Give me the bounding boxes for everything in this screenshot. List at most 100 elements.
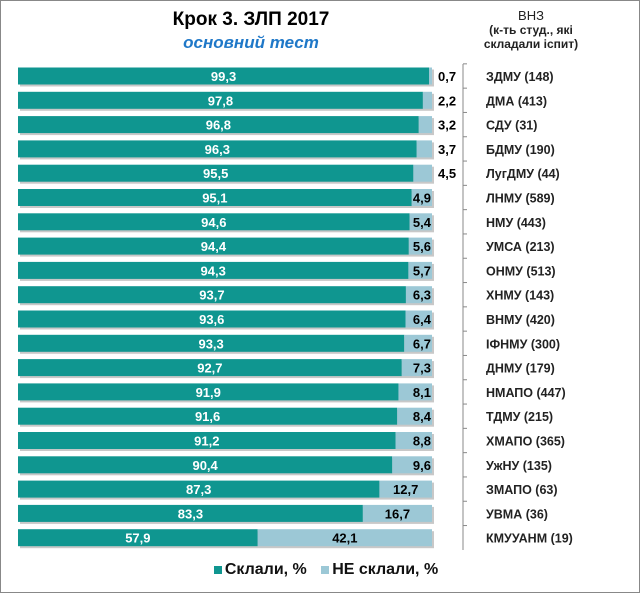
category-label: ДМА (413) bbox=[486, 94, 547, 108]
category-label: УМСА (213) bbox=[486, 240, 555, 254]
chart-title: Крок 3. ЗЛП 2017 bbox=[172, 9, 330, 30]
bar-failed bbox=[395, 432, 432, 449]
bar-failed bbox=[413, 164, 432, 182]
category-label: ХМАПО (365) bbox=[486, 435, 565, 449]
bar-passed bbox=[18, 504, 363, 522]
data-label-failed: 3,2 bbox=[438, 118, 456, 133]
category-axis-title: ВНЗ (к-ть студ., які складали іспит) bbox=[456, 8, 606, 52]
bar-passed bbox=[18, 529, 258, 547]
category-label: ЛНМУ (589) bbox=[486, 192, 555, 206]
category-label: ХНМУ (143) bbox=[486, 289, 554, 303]
data-label-failed: 5,6 bbox=[413, 239, 431, 254]
bar-passed bbox=[18, 310, 406, 328]
data-label-failed: 6,3 bbox=[413, 288, 431, 303]
bar-failed bbox=[257, 529, 432, 547]
data-label-failed: 4,5 bbox=[438, 166, 456, 181]
bar-passed bbox=[18, 383, 399, 401]
data-label-failed: 6,7 bbox=[413, 336, 431, 351]
category-label: УжНУ (135) bbox=[486, 459, 552, 473]
data-label-failed: 2,2 bbox=[438, 93, 456, 108]
chart-subtitle: основний тест bbox=[183, 33, 319, 52]
data-label-passed: 83,3 bbox=[178, 506, 203, 521]
category-axis-title-line: (к-ть студ., які bbox=[489, 23, 573, 37]
bar-failed bbox=[405, 286, 432, 304]
category-axis-title-line: складали іспит) bbox=[483, 37, 579, 51]
bar-passed bbox=[18, 237, 409, 255]
bar-failed bbox=[409, 213, 432, 231]
data-label-passed: 97,8 bbox=[208, 93, 233, 108]
legend: Склали, % НЕ склали, % bbox=[1, 561, 639, 579]
category-label: ЗДМУ (148) bbox=[486, 70, 554, 84]
data-label-failed: 0,7 bbox=[438, 69, 456, 84]
bar-passed bbox=[18, 261, 409, 279]
bar-failed bbox=[416, 140, 432, 158]
bar-failed bbox=[418, 116, 432, 134]
category-label: ВНМУ (420) bbox=[486, 313, 555, 327]
legend-label-passed: Склали, % bbox=[224, 561, 307, 578]
bar-failed bbox=[408, 261, 432, 279]
bar-failed bbox=[397, 407, 432, 425]
category-label: ОНМУ (513) bbox=[486, 264, 556, 278]
category-axis-title-line: ВНЗ bbox=[518, 8, 544, 23]
data-label-failed: 42,1 bbox=[332, 531, 357, 546]
bar-passed bbox=[18, 480, 380, 498]
category-label: ІФНМУ (300) bbox=[486, 337, 560, 351]
bar-passed bbox=[18, 91, 423, 109]
data-label-passed: 90,4 bbox=[192, 458, 218, 473]
category-label: ЛугДМУ (44) bbox=[486, 167, 560, 181]
legend-swatch-passed bbox=[213, 566, 222, 574]
data-label-failed: 5,4 bbox=[413, 215, 432, 230]
bar-passed bbox=[18, 286, 406, 304]
data-label-passed: 57,9 bbox=[125, 531, 150, 546]
data-label-failed: 8,4 bbox=[413, 409, 432, 424]
bar-failed bbox=[408, 237, 432, 255]
data-label-passed: 91,9 bbox=[196, 385, 221, 400]
bar-passed bbox=[18, 116, 419, 134]
data-label-passed: 87,3 bbox=[186, 482, 211, 497]
category-label: СДУ (31) bbox=[486, 119, 537, 133]
bar-passed bbox=[18, 164, 414, 182]
category-label: НМУ (443) bbox=[486, 216, 546, 230]
data-label-passed: 91,2 bbox=[194, 434, 219, 449]
data-label-passed: 91,6 bbox=[195, 409, 220, 424]
data-label-failed: 5,7 bbox=[413, 263, 431, 278]
bar-failed bbox=[422, 91, 432, 109]
category-label: БДМУ (190) bbox=[486, 143, 555, 157]
data-label-failed: 7,3 bbox=[413, 361, 431, 376]
data-label-passed: 99,3 bbox=[211, 69, 236, 84]
data-label-passed: 93,6 bbox=[199, 312, 224, 327]
data-label-passed: 94,6 bbox=[201, 215, 226, 230]
data-label-passed: 94,3 bbox=[201, 263, 226, 278]
bar-failed bbox=[401, 359, 432, 377]
category-label: КМУУАНМ (19) bbox=[486, 532, 573, 546]
data-label-passed: 95,5 bbox=[203, 166, 228, 181]
bar-failed bbox=[429, 67, 432, 85]
data-label-failed: 12,7 bbox=[393, 482, 418, 497]
bar-passed bbox=[18, 189, 412, 206]
data-label-passed: 92,7 bbox=[197, 361, 222, 376]
data-label-passed: 94,4 bbox=[201, 239, 227, 254]
bar-failed bbox=[405, 310, 432, 328]
bar-failed bbox=[379, 480, 432, 498]
data-label-passed: 95,1 bbox=[202, 191, 227, 206]
data-label-failed: 6,4 bbox=[413, 312, 432, 327]
data-label-failed: 16,7 bbox=[385, 506, 410, 521]
category-label: ДНМУ (179) bbox=[486, 362, 555, 376]
data-label-failed: 4,9 bbox=[413, 191, 431, 206]
data-label-passed: 93,7 bbox=[199, 288, 224, 303]
bar-failed bbox=[404, 334, 432, 352]
data-label-failed: 9,6 bbox=[413, 458, 431, 473]
category-label: УВМА (36) bbox=[486, 507, 548, 521]
legend-swatch-failed bbox=[321, 566, 330, 574]
bar-passed bbox=[18, 456, 393, 474]
category-label: ЗМАПО (63) bbox=[486, 483, 558, 497]
bar-failed bbox=[398, 383, 432, 401]
data-label-passed: 93,3 bbox=[198, 336, 223, 351]
bar-failed bbox=[411, 189, 432, 206]
data-label-passed: 96,8 bbox=[206, 118, 231, 133]
data-label-passed: 96,3 bbox=[205, 142, 230, 157]
bar-failed bbox=[392, 456, 432, 474]
data-label-failed: 3,7 bbox=[438, 142, 456, 157]
